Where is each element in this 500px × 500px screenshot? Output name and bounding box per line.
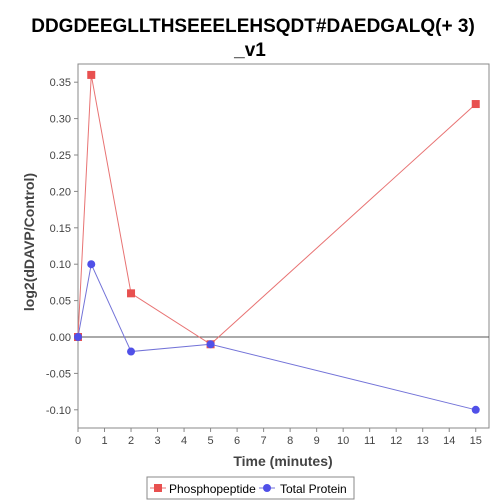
y-tick-label: -0.10: [46, 405, 71, 417]
legend: Phosphopeptide Total Protein: [146, 476, 355, 500]
data-point-phosphopeptide: [87, 70, 96, 79]
x-tick-label: 4: [181, 435, 187, 447]
data-point-phosphopeptide: [471, 100, 480, 109]
legend-phosphopeptide-marker: [154, 484, 162, 492]
data-point-total-protein: [87, 260, 96, 269]
x-axis-label: Time (minutes): [233, 453, 332, 469]
chart-title-line-1: DDGDEEGLLTHSEEELEHSQDT#DAEDGALQ(+ 3): [31, 16, 475, 37]
series-layer: [74, 70, 480, 414]
y-axis-label: log2(dDAVP/Control): [21, 173, 37, 311]
x-tick-label: 3: [154, 435, 160, 447]
x-tick-label: 5: [208, 435, 214, 447]
y-tick-label: 0.35: [50, 77, 71, 89]
y-tick-label: 0.05: [50, 296, 71, 308]
y-tick-label: 0.30: [50, 114, 71, 126]
y-tick-label: 0.15: [50, 223, 71, 235]
y-tick-label: 0.10: [50, 259, 71, 271]
x-axis-ticks: 0 1 2 3 4 5 6 7 8 9 10 11 12 13 14 15: [75, 428, 482, 447]
data-point-total-protein: [471, 405, 480, 414]
x-tick-label: 12: [390, 435, 402, 447]
x-tick-label: 9: [314, 435, 320, 447]
y-tick-label: -0.05: [46, 368, 71, 380]
y-tick-label: 0.25: [50, 150, 71, 162]
x-tick-label: 2: [128, 435, 134, 447]
x-tick-label: 10: [337, 435, 349, 447]
x-tick-label: 8: [287, 435, 293, 447]
y-tick-label: 0.00: [50, 332, 71, 344]
plot-area: [77, 63, 490, 429]
legend-phosphopeptide-label: Phosphopeptide: [169, 482, 256, 496]
x-tick-label: 11: [364, 435, 375, 447]
data-point-total-protein: [127, 347, 136, 356]
legend-total-protein-marker: [263, 484, 271, 492]
legend-box: [146, 476, 355, 500]
chart-title-line-2: _v1: [233, 40, 266, 61]
x-tick-label: 15: [470, 435, 482, 447]
x-tick-label: 6: [234, 435, 240, 447]
data-point-phosphopeptide: [127, 289, 136, 298]
x-tick-label: 1: [101, 435, 107, 447]
y-tick-label: 0.20: [50, 186, 71, 198]
x-tick-label: 7: [261, 435, 267, 447]
data-point-total-protein: [74, 333, 82, 341]
series-line-phosphopeptide: [77, 74, 477, 345]
y-axis-ticks: -0.10 -0.05 0.00 0.05 0.10 0.15 0.20 0.25 0.30 0.…: [46, 77, 78, 417]
x-tick-label: 14: [443, 435, 455, 447]
x-tick-label: 13: [417, 435, 429, 447]
x-tick-label: 0: [75, 435, 81, 447]
legend-total-protein-label: Total Protein: [280, 482, 347, 496]
data-point-total-protein: [206, 340, 215, 349]
